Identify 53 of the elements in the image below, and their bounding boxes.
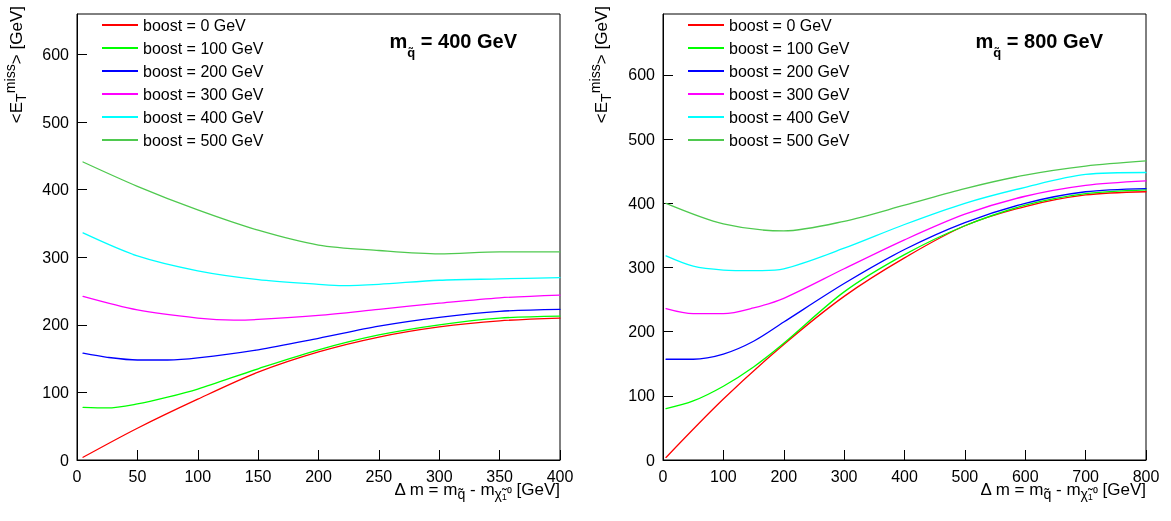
- legend-label: boost = 400 GeV: [143, 108, 264, 126]
- y-tick-label: 600: [628, 66, 656, 84]
- y-tick-label: 400: [42, 181, 70, 199]
- line-series: [665, 180, 1147, 315]
- legend-label: boost = 100 GeV: [143, 39, 264, 57]
- y-tick-label: 400: [628, 194, 656, 212]
- x-tick-label: 350: [486, 467, 514, 485]
- x-tick-label: 500: [951, 467, 979, 485]
- x-tick-label: 300: [830, 467, 858, 485]
- legend-label: boost = 300 GeV: [143, 85, 264, 103]
- y-tick-label: 200: [628, 323, 656, 341]
- legend-label: boost = 200 GeV: [143, 62, 264, 80]
- line-series: [82, 308, 561, 361]
- line-series: [82, 315, 561, 409]
- x-tick-label: 700: [1072, 467, 1100, 485]
- x-tick-label: 200: [770, 467, 798, 485]
- line-series: [665, 160, 1147, 232]
- y-tick-label: 200: [42, 316, 70, 334]
- x-tick-label: 300: [425, 467, 453, 485]
- legend-label: boost = 300 GeV: [729, 85, 850, 103]
- x-tick-label: 200: [305, 467, 332, 485]
- y-tick-label: 300: [42, 248, 70, 266]
- legend-label: boost = 200 GeV: [729, 62, 850, 80]
- x-tick-label: 400: [891, 467, 918, 485]
- legend-label: boost = 500 GeV: [729, 131, 850, 149]
- legend-label: boost = 100 GeV: [729, 39, 850, 57]
- y-tick-label: 0: [60, 451, 70, 469]
- x-tick-label: 150: [244, 467, 272, 485]
- line-series: [665, 187, 1147, 360]
- x-tick-label: 50: [128, 467, 147, 485]
- x-tick-label: 100: [184, 467, 212, 485]
- legend-label: boost = 0 GeV: [729, 16, 833, 34]
- y-tick-label: 600: [42, 46, 70, 64]
- y-tick-label: 100: [42, 383, 70, 401]
- x-tick-label: 0: [72, 467, 82, 485]
- y-tick-label: 300: [628, 258, 656, 276]
- y-tick-label: 500: [42, 113, 70, 131]
- legend-label: boost = 400 GeV: [729, 108, 850, 126]
- line-series: [665, 171, 1147, 272]
- y-tick-label: 500: [628, 130, 656, 148]
- legend-label: boost = 500 GeV: [143, 131, 264, 149]
- x-tick-label: 600: [1011, 467, 1039, 485]
- legend-label: boost = 0 GeV: [143, 16, 247, 34]
- line-series: [82, 294, 561, 321]
- line-series: [82, 317, 561, 458]
- line-series: [665, 189, 1147, 410]
- line-series: [82, 161, 561, 255]
- x-tick-label: 100: [710, 467, 737, 485]
- y-tick-label: 100: [628, 387, 656, 405]
- y-tick-label: 0: [646, 451, 656, 469]
- x-tick-label: 0: [658, 467, 668, 485]
- line-series: [82, 232, 561, 287]
- x-tick-label: 250: [365, 467, 393, 485]
